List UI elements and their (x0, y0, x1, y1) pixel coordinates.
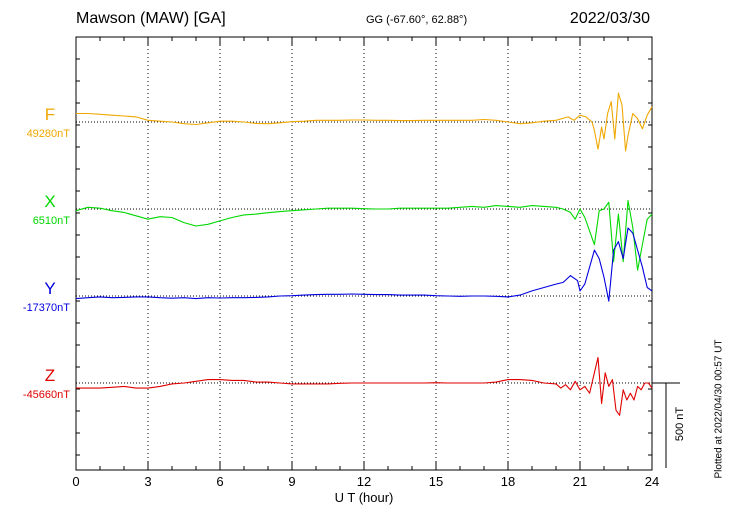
series-baseline-label-y: -17370nT (23, 302, 70, 314)
series-name-f: F (45, 105, 55, 124)
scale-bar-label: 500 nT (674, 406, 686, 442)
x-tick-label: 18 (501, 474, 515, 489)
x-tick-label: 12 (357, 474, 371, 489)
series-line-y (75, 227, 653, 302)
x-axis-label: U T (hour) (335, 490, 394, 505)
plot-date: 2022/03/30 (569, 10, 650, 27)
series-name-x: X (44, 192, 55, 211)
series-baseline-label-f: 49280nT (27, 128, 71, 140)
series-line-x (75, 199, 653, 271)
x-tick-label: 15 (429, 474, 443, 489)
series-line-f (76, 92, 653, 152)
x-tick-label: 21 (573, 474, 587, 489)
station-title: Mawson (MAW) [GA] (76, 10, 226, 27)
x-tick-label: 0 (72, 474, 79, 489)
series-baseline-label-x: 6510nT (33, 215, 71, 227)
plotted-timestamp: Plotted at 2022/04/30 00:57 UT (713, 339, 725, 479)
x-tick-label: 24 (645, 474, 659, 489)
x-tick-label: 9 (288, 474, 295, 489)
series-name-z: Z (45, 366, 55, 385)
series-line-z (76, 356, 653, 416)
series-baseline-label-z: -45660nT (23, 389, 70, 401)
x-tick-label: 6 (216, 474, 223, 489)
series-name-y: Y (44, 279, 55, 298)
x-tick-label: 3 (144, 474, 151, 489)
station-coordinates: GG (-67.60°, 62.88°) (366, 14, 468, 26)
